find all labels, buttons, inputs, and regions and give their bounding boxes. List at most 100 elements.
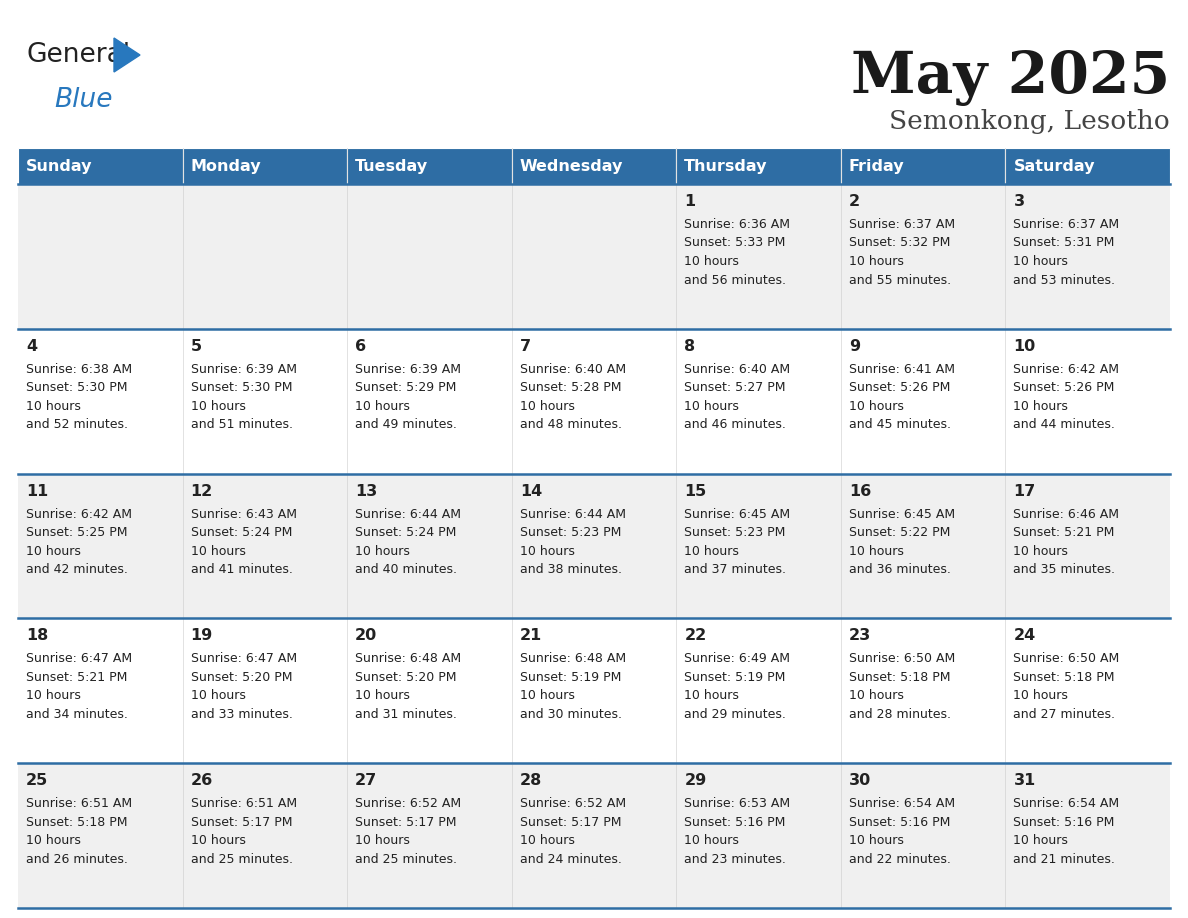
Text: 10 hours: 10 hours — [849, 689, 904, 702]
Text: Sunrise: 6:46 AM: Sunrise: 6:46 AM — [1013, 508, 1119, 521]
Text: 10 hours: 10 hours — [1013, 834, 1068, 847]
Bar — [18, 619, 183, 763]
Text: Sunrise: 6:52 AM: Sunrise: 6:52 AM — [355, 797, 461, 811]
Text: 24: 24 — [1013, 629, 1036, 644]
Bar — [1005, 474, 1170, 619]
Text: Sunset: 5:16 PM: Sunset: 5:16 PM — [1013, 816, 1114, 829]
Text: and 34 minutes.: and 34 minutes. — [26, 708, 128, 721]
Bar — [347, 329, 512, 474]
Text: and 42 minutes.: and 42 minutes. — [26, 563, 128, 577]
Text: Sunrise: 6:45 AM: Sunrise: 6:45 AM — [684, 508, 790, 521]
Text: Sunset: 5:22 PM: Sunset: 5:22 PM — [849, 526, 950, 539]
Text: General: General — [26, 42, 131, 68]
Text: Sunrise: 6:40 AM: Sunrise: 6:40 AM — [519, 363, 626, 375]
Text: and 33 minutes.: and 33 minutes. — [190, 708, 292, 721]
Text: 4: 4 — [26, 339, 37, 353]
Bar — [512, 329, 676, 474]
Text: and 21 minutes.: and 21 minutes. — [1013, 853, 1116, 866]
Text: Sunset: 5:28 PM: Sunset: 5:28 PM — [519, 381, 621, 395]
Text: Sunset: 5:17 PM: Sunset: 5:17 PM — [355, 816, 456, 829]
Text: 9: 9 — [849, 339, 860, 353]
Text: 18: 18 — [26, 629, 49, 644]
Text: 23: 23 — [849, 629, 871, 644]
Text: and 26 minutes.: and 26 minutes. — [26, 853, 128, 866]
Text: 20: 20 — [355, 629, 378, 644]
Text: Sunset: 5:30 PM: Sunset: 5:30 PM — [190, 381, 292, 395]
Text: 2: 2 — [849, 194, 860, 209]
Text: 16: 16 — [849, 484, 871, 498]
Bar — [183, 763, 347, 908]
Text: and 55 minutes.: and 55 minutes. — [849, 274, 950, 286]
Text: and 28 minutes.: and 28 minutes. — [849, 708, 950, 721]
Text: 30: 30 — [849, 773, 871, 789]
Text: Sunrise: 6:44 AM: Sunrise: 6:44 AM — [519, 508, 626, 521]
Text: and 52 minutes.: and 52 minutes. — [26, 419, 128, 431]
Text: Sunday: Sunday — [26, 159, 93, 174]
Text: 12: 12 — [190, 484, 213, 498]
Text: Sunset: 5:17 PM: Sunset: 5:17 PM — [190, 816, 292, 829]
Text: 10 hours: 10 hours — [355, 834, 410, 847]
Bar — [841, 148, 1005, 184]
Bar — [347, 763, 512, 908]
Text: 29: 29 — [684, 773, 707, 789]
Text: Sunrise: 6:53 AM: Sunrise: 6:53 AM — [684, 797, 790, 811]
Text: and 24 minutes.: and 24 minutes. — [519, 853, 621, 866]
Text: Sunrise: 6:48 AM: Sunrise: 6:48 AM — [519, 653, 626, 666]
Text: 10 hours: 10 hours — [26, 834, 81, 847]
Bar — [1005, 619, 1170, 763]
Text: Sunrise: 6:43 AM: Sunrise: 6:43 AM — [190, 508, 297, 521]
Text: Sunrise: 6:52 AM: Sunrise: 6:52 AM — [519, 797, 626, 811]
Text: 11: 11 — [26, 484, 49, 498]
Text: Sunrise: 6:45 AM: Sunrise: 6:45 AM — [849, 508, 955, 521]
Text: and 51 minutes.: and 51 minutes. — [190, 419, 292, 431]
Text: 10 hours: 10 hours — [355, 544, 410, 557]
Bar — [512, 474, 676, 619]
Text: Sunset: 5:24 PM: Sunset: 5:24 PM — [355, 526, 456, 539]
Text: 10 hours: 10 hours — [190, 544, 246, 557]
Text: 10 hours: 10 hours — [684, 400, 739, 413]
Text: Thursday: Thursday — [684, 159, 767, 174]
Text: Monday: Monday — [190, 159, 261, 174]
Text: 19: 19 — [190, 629, 213, 644]
Text: and 45 minutes.: and 45 minutes. — [849, 419, 950, 431]
Text: Sunrise: 6:51 AM: Sunrise: 6:51 AM — [26, 797, 132, 811]
Bar — [347, 474, 512, 619]
Text: 10 hours: 10 hours — [684, 834, 739, 847]
Text: Wednesday: Wednesday — [519, 159, 623, 174]
Text: 10 hours: 10 hours — [849, 400, 904, 413]
Bar — [512, 148, 676, 184]
Text: 13: 13 — [355, 484, 378, 498]
Text: 10 hours: 10 hours — [519, 689, 575, 702]
Text: and 44 minutes.: and 44 minutes. — [1013, 419, 1116, 431]
Text: 10 hours: 10 hours — [519, 400, 575, 413]
Text: 10 hours: 10 hours — [684, 544, 739, 557]
Text: and 40 minutes.: and 40 minutes. — [355, 563, 457, 577]
Text: Sunrise: 6:54 AM: Sunrise: 6:54 AM — [1013, 797, 1119, 811]
Text: Tuesday: Tuesday — [355, 159, 428, 174]
Text: May 2025: May 2025 — [851, 50, 1170, 106]
Text: and 41 minutes.: and 41 minutes. — [190, 563, 292, 577]
Text: Sunrise: 6:40 AM: Sunrise: 6:40 AM — [684, 363, 790, 375]
Text: Sunrise: 6:47 AM: Sunrise: 6:47 AM — [26, 653, 132, 666]
Bar — [676, 184, 841, 329]
Text: Sunset: 5:18 PM: Sunset: 5:18 PM — [1013, 671, 1114, 684]
Text: 14: 14 — [519, 484, 542, 498]
Bar — [1005, 329, 1170, 474]
Text: and 38 minutes.: and 38 minutes. — [519, 563, 621, 577]
Text: Semonkong, Lesotho: Semonkong, Lesotho — [890, 109, 1170, 135]
Text: Sunset: 5:26 PM: Sunset: 5:26 PM — [1013, 381, 1114, 395]
Text: 31: 31 — [1013, 773, 1036, 789]
Text: Sunrise: 6:39 AM: Sunrise: 6:39 AM — [190, 363, 297, 375]
Text: and 29 minutes.: and 29 minutes. — [684, 708, 786, 721]
Bar — [183, 619, 347, 763]
Text: 10 hours: 10 hours — [1013, 255, 1068, 268]
Text: Sunset: 5:19 PM: Sunset: 5:19 PM — [519, 671, 621, 684]
Text: 10 hours: 10 hours — [684, 689, 739, 702]
Text: Sunset: 5:31 PM: Sunset: 5:31 PM — [1013, 237, 1114, 250]
Bar — [1005, 184, 1170, 329]
Bar — [841, 329, 1005, 474]
Text: Sunset: 5:29 PM: Sunset: 5:29 PM — [355, 381, 456, 395]
Text: and 48 minutes.: and 48 minutes. — [519, 419, 621, 431]
Text: Sunset: 5:21 PM: Sunset: 5:21 PM — [1013, 526, 1114, 539]
Text: Sunset: 5:18 PM: Sunset: 5:18 PM — [849, 671, 950, 684]
